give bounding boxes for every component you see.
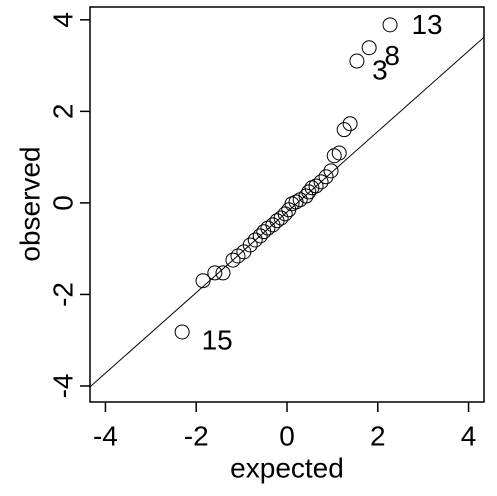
- point: [336, 122, 352, 138]
- y-axis-label: observed: [14, 146, 45, 261]
- point: [242, 237, 258, 253]
- point: [256, 224, 272, 240]
- point: [349, 53, 365, 69]
- x-tick-label: -4: [93, 420, 118, 451]
- point: [260, 220, 276, 236]
- point: [313, 174, 329, 190]
- point: [207, 265, 223, 281]
- point: [174, 324, 190, 340]
- point: [323, 163, 339, 179]
- point: [298, 188, 314, 204]
- point-label: 13: [411, 9, 442, 40]
- point: [318, 169, 334, 185]
- y-tick-label: -4: [47, 374, 78, 399]
- point: [331, 145, 347, 161]
- x-tick-label: 0: [279, 420, 295, 451]
- y-tick-label: 0: [47, 195, 78, 211]
- point: [308, 178, 324, 194]
- point: [326, 148, 342, 164]
- x-tick-label: 2: [370, 420, 386, 451]
- point-label: 3: [372, 54, 388, 85]
- y-tick-label: -2: [47, 282, 78, 307]
- reference-line: [90, 36, 484, 388]
- y-tick-label: 4: [47, 12, 78, 28]
- point: [247, 232, 263, 248]
- y-tick-label: 2: [47, 104, 78, 120]
- point: [382, 17, 398, 33]
- point: [225, 252, 241, 268]
- x-tick-label: 4: [461, 420, 477, 451]
- x-tick-label: -2: [184, 420, 209, 451]
- point: [252, 228, 268, 244]
- point: [195, 273, 211, 289]
- point: [215, 265, 231, 281]
- point: [342, 116, 358, 132]
- point: [273, 210, 289, 226]
- point-label: 8: [384, 40, 400, 71]
- x-axis-label: expected: [230, 452, 344, 483]
- plot-frame: [89, 6, 485, 403]
- point-label: 15: [202, 324, 233, 355]
- point: [361, 40, 377, 56]
